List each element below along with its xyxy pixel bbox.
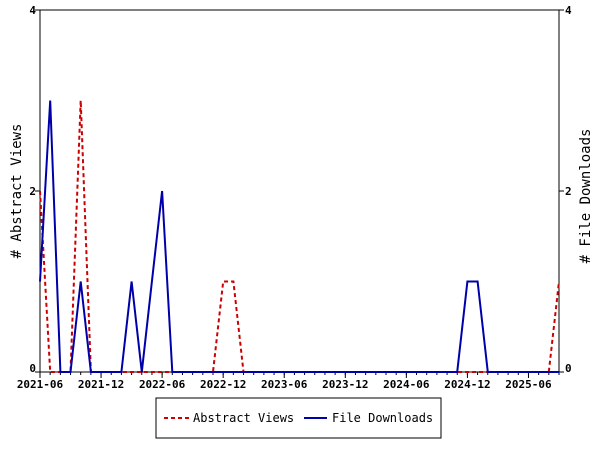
y-right-tick-label: 2 xyxy=(565,185,572,198)
plot-area xyxy=(39,9,560,373)
series-line-file-downloads xyxy=(39,100,559,373)
y-axis-ticks: 0 2 4 0 2 4 xyxy=(29,4,572,375)
x-tick-label: 2023-12 xyxy=(322,378,368,391)
y-left-tick-label: 0 xyxy=(29,362,36,375)
x-tick-label: 2023-06 xyxy=(261,378,308,391)
y-axis-title-left: # Abstract Views xyxy=(9,124,25,259)
y-right-tick-label: 0 xyxy=(565,362,572,375)
legend-label-file-downloads: File Downloads xyxy=(332,411,433,425)
legend: Abstract Views File Downloads xyxy=(155,397,442,439)
y-right-tick-label: 4 xyxy=(565,4,572,17)
legend-box xyxy=(155,397,442,439)
x-tick-label: 2024-06 xyxy=(383,378,430,391)
x-tick-label: 2022-12 xyxy=(200,378,246,391)
series-layer xyxy=(39,100,560,373)
y-left-tick-label: 2 xyxy=(29,185,36,198)
x-tick-label: 2025-06 xyxy=(505,378,552,391)
x-tick-label: 2024-12 xyxy=(444,378,490,391)
x-tick-label: 2021-12 xyxy=(78,378,124,391)
y-axis-title-right: # File Downloads xyxy=(578,129,594,264)
x-tick-label: 2022-06 xyxy=(139,378,186,391)
x-axis-ticks: 2021-06 2021-12 2022-06 2022-12 2023-06 2023-… xyxy=(17,372,560,391)
x-tick-label: 2021-06 xyxy=(17,378,64,391)
legend-label-abstract-views: Abstract Views xyxy=(193,411,294,425)
y-left-tick-label: 4 xyxy=(29,4,36,17)
